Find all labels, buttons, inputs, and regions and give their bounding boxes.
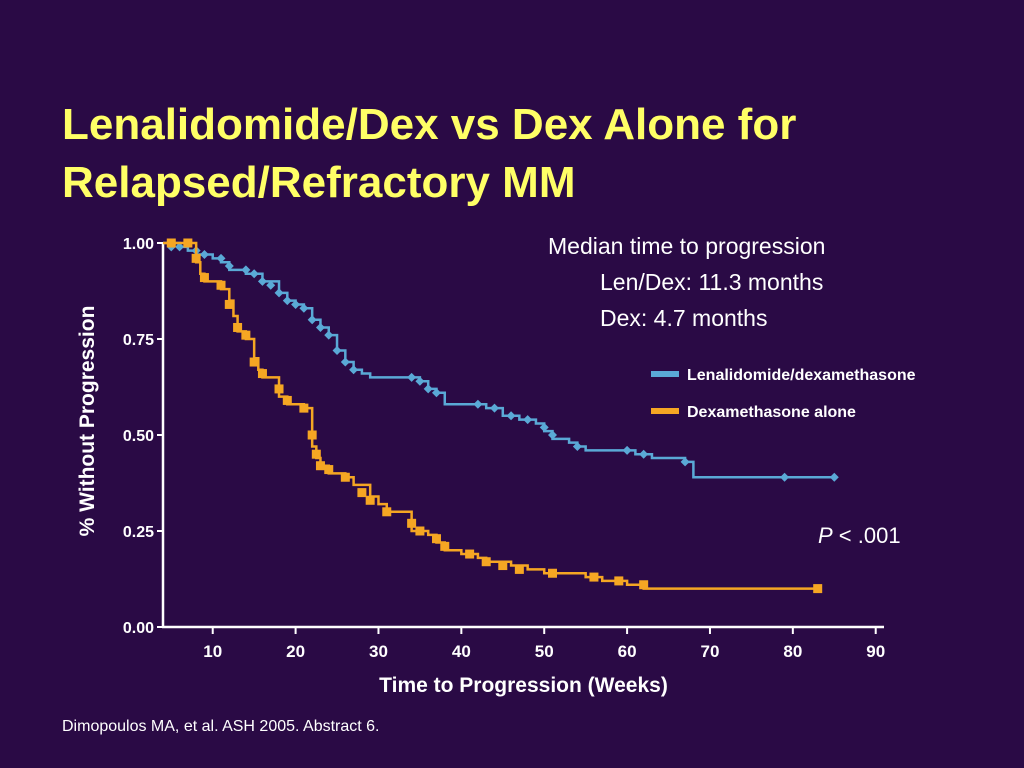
data-point-dex-alone [299, 403, 309, 413]
data-point-lenalidomide-dex [324, 330, 334, 340]
data-point-lenalidomide-dex [291, 299, 301, 309]
y-tick-label: 0.25 [123, 524, 154, 541]
median-heading: Median time to progression [548, 233, 826, 259]
data-point-dex-alone [282, 395, 292, 405]
data-point-lenalidomide-dex [282, 296, 292, 306]
data-point-dex-alone [257, 369, 267, 379]
x-tick-label: 40 [452, 642, 471, 661]
data-point-lenalidomide-dex [423, 384, 433, 394]
data-point-lenalidomide-dex [489, 403, 499, 413]
data-point-dex-alone [365, 495, 375, 505]
x-axis-label: Time to Progression (Weeks) [379, 674, 668, 697]
data-point-dex-alone [216, 280, 226, 290]
data-point-lenalidomide-dex [548, 430, 558, 440]
series-line-lenalidomide-dex [163, 241, 835, 479]
p-value: P < .001 [818, 523, 901, 548]
median-dex: Dex: 4.7 months [600, 305, 768, 331]
data-point-dex-alone [311, 449, 321, 459]
data-point-dex-alone [166, 238, 176, 248]
data-point-dex-alone [191, 253, 201, 263]
data-point-dex-alone [514, 564, 524, 574]
data-point-dex-alone [481, 557, 491, 567]
title-line-2: Relapsed/Refractory MM [62, 158, 576, 207]
data-point-lenalidomide-dex [332, 346, 342, 356]
data-point-lenalidomide-dex [249, 269, 259, 279]
data-point-dex-alone [241, 330, 251, 340]
data-point-lenalidomide-dex [523, 415, 533, 425]
data-point-dex-alone [340, 472, 350, 482]
x-tick-label: 20 [286, 642, 305, 661]
data-point-dex-alone [431, 534, 441, 544]
data-point-dex-alone [614, 576, 624, 586]
data-point-dex-alone [324, 465, 334, 475]
data-point-dex-alone [407, 518, 417, 528]
data-point-lenalidomide-dex [473, 399, 483, 409]
data-point-lenalidomide-dex [307, 315, 317, 325]
y-tick-label: 0.00 [123, 620, 154, 637]
data-point-lenalidomide-dex [340, 357, 350, 367]
x-tick-label: 90 [866, 642, 885, 661]
median-lendex: Len/Dex: 11.3 months [600, 269, 824, 295]
data-point-lenalidomide-dex [216, 253, 226, 263]
data-point-lenalidomide-dex [780, 472, 790, 482]
x-tick-label: 10 [203, 642, 222, 661]
data-point-lenalidomide-dex [274, 288, 284, 298]
x-tick-label: 80 [783, 642, 802, 661]
title-line-1: Lenalidomide/Dex vs Dex Alone for [62, 100, 797, 149]
data-point-lenalidomide-dex [299, 303, 309, 313]
x-tick-label: 30 [369, 642, 388, 661]
data-point-lenalidomide-dex [680, 457, 690, 467]
y-axis-label: % Without Progression [76, 306, 99, 537]
data-point-lenalidomide-dex [266, 280, 276, 290]
data-point-lenalidomide-dex [199, 250, 209, 260]
data-point-lenalidomide-dex [539, 422, 549, 432]
data-point-dex-alone [233, 322, 243, 332]
data-point-dex-alone [224, 299, 234, 309]
data-point-dex-alone [274, 384, 284, 394]
data-point-lenalidomide-dex [241, 265, 251, 275]
data-point-dex-alone [199, 273, 209, 283]
data-point-lenalidomide-dex [415, 376, 425, 386]
data-point-lenalidomide-dex [829, 472, 839, 482]
data-point-dex-alone [315, 461, 325, 471]
y-tick-label: 0.50 [123, 428, 154, 445]
data-point-dex-alone [183, 238, 193, 248]
legend-label: Dexamethasone alone [687, 404, 856, 421]
data-point-dex-alone [465, 549, 475, 559]
data-point-dex-alone [548, 568, 558, 578]
data-point-dex-alone [382, 507, 392, 517]
data-point-lenalidomide-dex [224, 261, 234, 271]
data-point-dex-alone [415, 526, 425, 536]
data-point-lenalidomide-dex [639, 449, 649, 459]
data-point-lenalidomide-dex [506, 411, 516, 421]
data-point-lenalidomide-dex [315, 322, 325, 332]
citation: Dimopoulos MA, et al. ASH 2005. Abstract… [62, 718, 380, 735]
data-point-lenalidomide-dex [622, 445, 632, 455]
data-point-lenalidomide-dex [175, 242, 185, 252]
data-point-dex-alone [357, 488, 367, 498]
data-point-lenalidomide-dex [349, 365, 359, 375]
data-point-lenalidomide-dex [572, 442, 582, 452]
data-point-lenalidomide-dex [257, 276, 267, 286]
x-tick-label: 50 [535, 642, 554, 661]
data-point-dex-alone [813, 584, 823, 594]
data-point-lenalidomide-dex [407, 372, 417, 382]
y-tick-label: 0.75 [123, 332, 154, 349]
data-point-dex-alone [639, 580, 649, 590]
data-point-dex-alone [307, 430, 317, 440]
data-point-dex-alone [249, 357, 259, 367]
slide-title: Lenalidomide/Dex vs Dex Alone for Relaps… [62, 96, 962, 212]
legend-label: Lenalidomide/dexamethasone [687, 367, 916, 384]
data-point-dex-alone [498, 561, 508, 571]
x-tick-label: 60 [618, 642, 637, 661]
y-tick-label: 1.00 [123, 236, 154, 253]
data-point-dex-alone [589, 572, 599, 582]
data-point-dex-alone [440, 541, 450, 551]
x-tick-label: 70 [701, 642, 720, 661]
data-point-lenalidomide-dex [431, 388, 441, 398]
median-time-box: Median time to progression Len/Dex: 11.3… [548, 228, 825, 336]
